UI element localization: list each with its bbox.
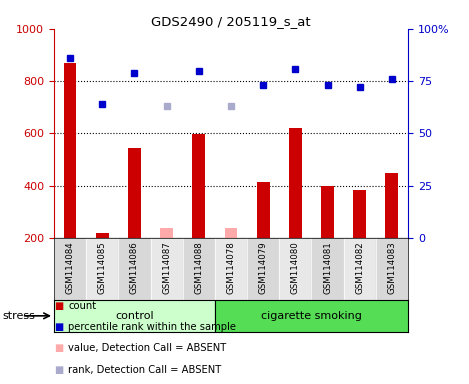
Text: GSM114083: GSM114083 [387,241,396,294]
Bar [215,300,408,332]
Bar [321,186,334,238]
Bar [54,300,215,332]
Text: GSM114078: GSM114078 [227,241,235,294]
Text: GSM114080: GSM114080 [291,241,300,294]
Text: ■: ■ [54,364,63,375]
Bar [54,238,86,300]
Bar [257,182,270,238]
Bar [247,238,279,300]
Bar [118,238,151,300]
Text: count: count [68,301,96,311]
Text: value, Detection Call = ABSENT: value, Detection Call = ABSENT [68,343,226,354]
Bar [192,134,205,238]
Text: GSM114081: GSM114081 [323,241,332,294]
Text: GSM114084: GSM114084 [66,241,75,294]
Bar [183,238,215,300]
Bar [311,238,344,300]
Text: GSM114082: GSM114082 [355,241,364,294]
Bar [96,233,109,238]
Text: ■: ■ [54,343,63,354]
Bar [86,238,118,300]
Bar [376,238,408,300]
Text: percentile rank within the sample: percentile rank within the sample [68,322,236,333]
Text: stress: stress [2,311,35,321]
Text: rank, Detection Call = ABSENT: rank, Detection Call = ABSENT [68,364,221,375]
Bar [160,228,173,238]
Bar [64,63,76,238]
Text: GSM114085: GSM114085 [98,241,107,294]
Text: control: control [115,311,154,321]
Bar [386,173,398,238]
Bar [353,190,366,238]
Text: ■: ■ [54,301,63,311]
Bar [128,148,141,238]
Bar [215,238,247,300]
Bar [225,228,237,238]
Text: GSM114086: GSM114086 [130,241,139,294]
Text: GSM114079: GSM114079 [259,241,268,294]
Text: cigarette smoking: cigarette smoking [261,311,362,321]
Bar [289,128,302,238]
Bar [344,238,376,300]
Bar [279,238,311,300]
Text: GSM114087: GSM114087 [162,241,171,294]
Text: GSM114088: GSM114088 [194,241,203,294]
Bar [151,238,183,300]
Title: GDS2490 / 205119_s_at: GDS2490 / 205119_s_at [151,15,311,28]
Text: ■: ■ [54,322,63,333]
